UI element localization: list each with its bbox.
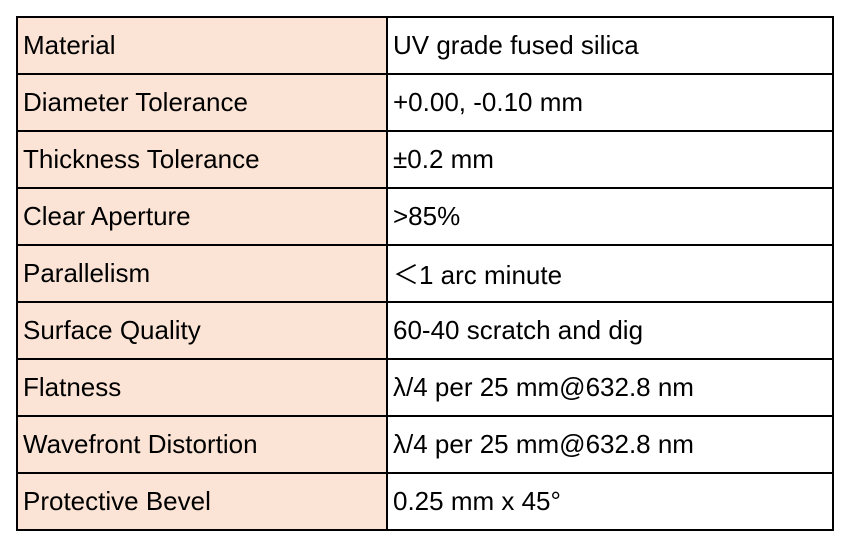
row-label: Wavefront Distortion <box>16 415 388 474</box>
table-row-thickness-tolerance: Thickness Tolerance ±0.2 mm <box>16 130 834 189</box>
row-value: >85% <box>386 187 834 246</box>
table-row-wavefront-distortion: Wavefront Distortion λ/4 per 25 mm@632.8… <box>16 415 834 474</box>
table-row-surface-quality: Surface Quality 60-40 scratch and dig <box>16 301 834 360</box>
row-label: Material <box>16 16 388 75</box>
row-label: Thickness Tolerance <box>16 130 388 189</box>
row-label: Parallelism <box>16 244 388 303</box>
row-label: Surface Quality <box>16 301 388 360</box>
row-value: ±0.2 mm <box>386 130 834 189</box>
table-row-diameter-tolerance: Diameter Tolerance +0.00, -0.10 mm <box>16 73 834 132</box>
table-row-flatness: Flatness λ/4 per 25 mm@632.8 nm <box>16 358 834 417</box>
table-row-protective-bevel: Protective Bevel 0.25 mm x 45° <box>16 472 834 531</box>
row-label: Protective Bevel <box>16 472 388 531</box>
row-label: Diameter Tolerance <box>16 73 388 132</box>
row-value: λ/4 per 25 mm@632.8 nm <box>386 415 834 474</box>
table-row-clear-aperture: Clear Aperture >85% <box>16 187 834 246</box>
specifications-table: Material UV grade fused silica Diameter … <box>16 16 834 531</box>
row-value: ＜1 arc minute <box>386 244 834 303</box>
row-value: 0.25 mm x 45° <box>386 472 834 531</box>
specifications-table-body: Material UV grade fused silica Diameter … <box>16 16 834 531</box>
row-value: λ/4 per 25 mm@632.8 nm <box>386 358 834 417</box>
table-row-parallelism: Parallelism ＜1 arc minute <box>16 244 834 303</box>
row-value: UV grade fused silica <box>386 16 834 75</box>
row-value: +0.00, -0.10 mm <box>386 73 834 132</box>
row-label: Flatness <box>16 358 388 417</box>
row-label: Clear Aperture <box>16 187 388 246</box>
table-row-material: Material UV grade fused silica <box>16 16 834 75</box>
row-value: 60-40 scratch and dig <box>386 301 834 360</box>
